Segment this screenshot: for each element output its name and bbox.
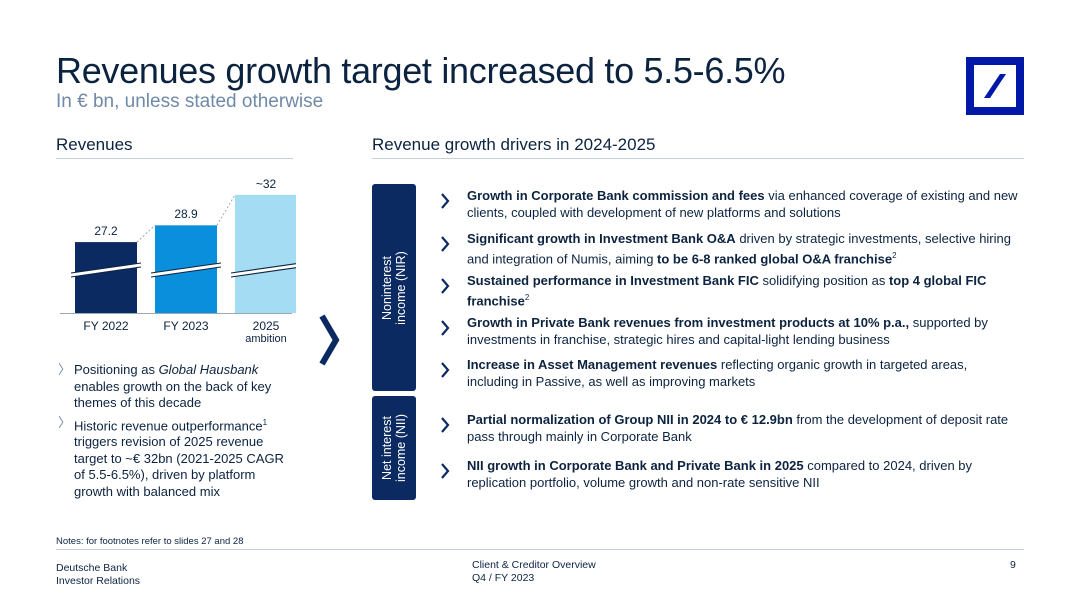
page-number: 9 — [1010, 559, 1016, 571]
chevron-right-icon — [441, 463, 450, 479]
connector-line — [136, 224, 156, 243]
chevron-right-icon: 〉 — [58, 414, 72, 430]
axis-break-line — [150, 262, 222, 274]
axis-break-2 — [151, 263, 221, 277]
data-label: 27.2 — [94, 224, 118, 239]
list-item: 〉 Positioning as Global Hausbank enables… — [58, 362, 272, 410]
axis-break-3 — [231, 263, 296, 277]
chevron-right-icon — [441, 417, 450, 433]
chevron-right-icon — [441, 320, 450, 336]
chevron-right-icon — [441, 193, 450, 209]
revenues-chart-svg — [60, 194, 296, 314]
x-tick-label: FY 2023 — [163, 319, 209, 333]
connector-line — [216, 194, 236, 226]
list-item: 〉 Historic revenue outperformance1 trigg… — [58, 414, 284, 499]
axis-break-line — [70, 266, 142, 278]
revenues-bar-chart: 27.2 FY 2022 28.9 FY 2023 ~32 2025 ambition — [56, 168, 296, 353]
revenues-bullets: 〉 Positioning as Global Hausbank enables… — [56, 362, 296, 503]
drivers-divider — [372, 158, 1024, 159]
bar-1 — [75, 242, 137, 313]
axis-break-line — [70, 262, 142, 274]
axis-break-line — [150, 266, 222, 278]
nir-group-label: Noninterest income (NIR) — [372, 184, 416, 391]
data-label: ~32 — [255, 176, 277, 191]
x-tick-label: FY 2022 — [83, 319, 129, 333]
footer-divider — [56, 549, 1024, 550]
chevron-right-icon: 〉 — [58, 362, 72, 377]
revenues-divider — [56, 158, 293, 159]
revenues-heading: Revenues — [56, 135, 133, 154]
page-title: Revenues growth target increased to 5.5-… — [56, 50, 786, 91]
axis-break-1 — [71, 263, 141, 277]
chevron-right-icon — [441, 362, 450, 378]
nii-group-label: Net interest income (NII) — [372, 396, 416, 500]
bar-3 — [235, 194, 296, 313]
page-subtitle: In € bn, unless stated otherwise — [56, 91, 324, 112]
x-tick-label: 2025 ambition — [245, 319, 287, 346]
axis-break-line — [230, 267, 296, 278]
chevron-right-icon — [441, 236, 450, 252]
data-label: 28.9 — [174, 207, 198, 222]
deutsche-bank-logo — [966, 57, 1024, 115]
footer-company: Deutsche Bank Investor Relations — [56, 562, 141, 587]
chevron-right-icon — [319, 314, 340, 366]
drivers-heading: Revenue growth drivers in 2024-2025 — [372, 135, 656, 154]
chevron-right-icon — [441, 278, 450, 294]
footer-document: Client & Creditor Overview Q4 / FY 2023 — [472, 559, 596, 584]
axis-break-line — [230, 263, 296, 274]
footnote: Notes: for footnotes refer to slides 27 … — [56, 536, 244, 547]
